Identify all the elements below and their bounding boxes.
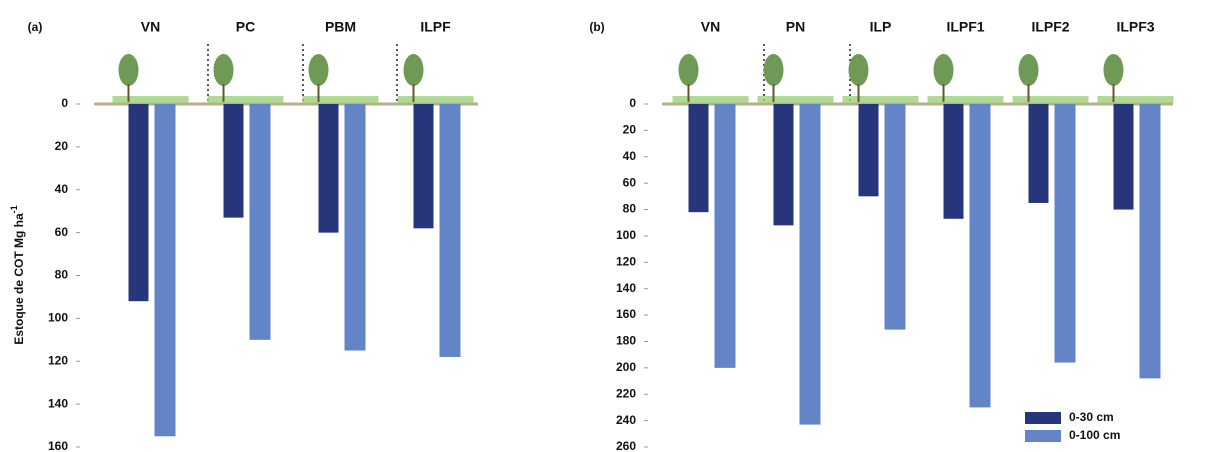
tree-crown [763,54,784,86]
tree-crown [118,54,139,86]
y-tick-label: 140 [616,281,636,295]
grass [112,96,189,103]
grass [672,96,749,103]
y-tick-label: 0 [61,96,68,110]
bar [1054,104,1076,363]
tree-trunk [317,84,320,102]
bar [1028,104,1049,203]
category-label: VN [141,19,160,35]
y-tick-label: 40 [55,182,69,196]
y-tick-label: 20 [55,139,69,153]
tree-trunk [222,84,225,102]
separators [207,44,851,104]
grass [302,96,379,103]
bar [413,104,434,229]
tree-trunk [857,84,860,102]
y-axis-label: Estoque de COT Mg ha-1 [9,205,26,344]
panel-label: (a) [28,20,43,34]
tree-crown [213,54,234,86]
legend-swatch [1025,412,1061,424]
y-tick-label: 20 [623,123,637,137]
grass [207,96,284,103]
category-label: PBM [325,19,356,35]
y-axis-label-sup: -1 [9,205,19,213]
bar [884,104,906,330]
y-tick-label: 40 [623,149,637,163]
grass [842,96,919,103]
bar [128,104,149,302]
y-tick-label: 80 [623,202,637,216]
y-tick-label: 120 [616,254,636,268]
tree-trunk [1027,84,1030,102]
y-axis-label-text: Estoque de COT Mg ha [12,213,26,345]
y-tick-label: 200 [616,360,636,374]
bar [714,104,736,368]
category-label: PN [786,19,805,35]
bar [688,104,709,213]
bar [223,104,244,218]
bar [318,104,339,233]
tree-trunk [772,84,775,102]
category-label: ILP [870,19,892,35]
bar [249,104,271,340]
legend-swatch [1025,430,1061,442]
grass [757,96,834,103]
tree-trunk [687,84,690,102]
grass [1097,96,1174,103]
tree-crown [308,54,329,86]
category-label: VN [701,19,720,35]
tree-trunk [942,84,945,102]
y-tick-label: 220 [616,386,636,400]
y-tick-label: 60 [623,175,637,189]
tree-trunk [1112,84,1115,102]
bar [344,104,366,351]
y-tick-label: 60 [55,225,69,239]
category-label: PC [236,19,255,35]
y-tick-label: 100 [48,311,68,325]
bar [1139,104,1161,379]
bar [969,104,991,408]
tree-crown [403,54,424,86]
y-tick-label: 100 [616,228,636,242]
tree-crown [933,54,954,86]
y-tick-label: 160 [616,307,636,321]
tree-crown [678,54,699,86]
category-label: ILPF [420,19,451,35]
grass [397,96,474,103]
bar [154,104,176,437]
y-tick-label: 240 [616,413,636,427]
y-tick-label: 180 [616,334,636,348]
category-label: ILPF3 [1116,19,1154,35]
panel-label: (b) [589,20,604,34]
bar [799,104,821,425]
grass [1012,96,1089,103]
bar [439,104,461,357]
tree-crown [1018,54,1039,86]
bar [1113,104,1134,210]
category-label: ILPF1 [946,19,984,35]
y-tick-label: 0 [629,96,636,110]
legend-label: 0-30 cm [1069,410,1114,424]
y-tick-label: 80 [55,268,69,282]
tree-crown [1103,54,1124,86]
tree-trunk [412,84,415,102]
y-tick-label: 260 [616,439,636,452]
category-label: ILPF2 [1031,19,1069,35]
grass [927,96,1004,103]
y-tick-label: 160 [48,439,68,452]
bar [773,104,794,226]
bar [858,104,879,197]
tree-trunk [127,84,130,102]
y-tick-label: 140 [48,396,68,410]
tree-crown [848,54,869,86]
y-tick-label: 120 [48,353,68,367]
legend-label: 0-100 cm [1069,428,1120,442]
bar [943,104,964,219]
